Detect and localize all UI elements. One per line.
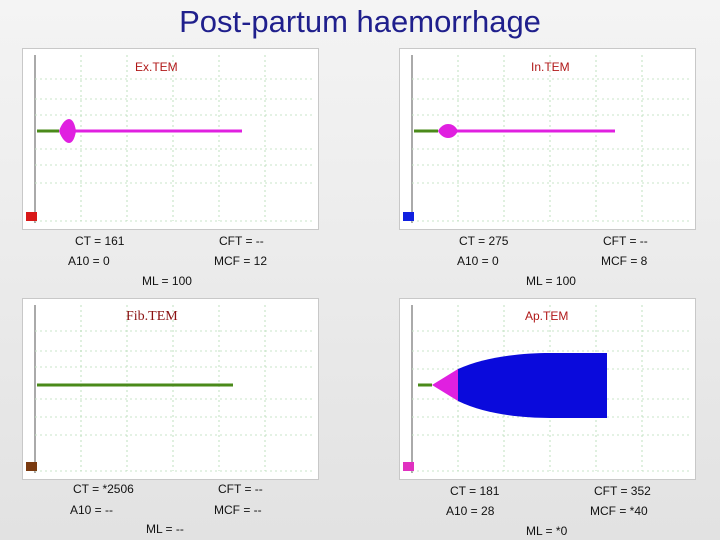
fibtem-panel: Fib.TEM	[22, 298, 319, 480]
extem-a10: A10 = 0	[68, 254, 110, 268]
fibtem-trace-chart	[26, 305, 315, 473]
extem-title: Ex.TEM	[135, 60, 178, 74]
intem-panel: In.TEM	[399, 48, 696, 230]
fibtem-mcf: MCF = --	[214, 503, 262, 517]
extem-channel-marker	[26, 212, 37, 221]
intem-channel-marker	[403, 212, 414, 221]
aptem-a10: A10 = 28	[446, 504, 495, 518]
extem-trace-chart	[26, 55, 315, 223]
slide-title: Post-partum haemorrhage	[179, 4, 541, 39]
aptem-mcf: MCF = *40	[590, 504, 648, 518]
aptem-channel-marker	[403, 462, 414, 471]
extem-cft: CFT = --	[219, 234, 264, 248]
fibtem-title: Fib.TEM	[126, 309, 178, 324]
extem-ct: CT = 161	[75, 234, 125, 248]
fibtem-cft: CFT = --	[218, 482, 263, 496]
aptem-panel: Ap.TEM	[399, 298, 696, 480]
aptem-ct: CT = 181	[450, 484, 500, 498]
intem-title: In.TEM	[531, 60, 570, 74]
intem-cft: CFT = --	[603, 234, 648, 248]
intem-mcf: MCF = 8	[601, 254, 648, 268]
fibtem-channel-marker	[26, 462, 37, 471]
fibtem-ml: ML = --	[146, 522, 184, 536]
intem-ct: CT = 275	[459, 234, 509, 248]
intem-ml: ML = 100	[526, 274, 576, 288]
extem-panel: Ex.TEM	[22, 48, 319, 230]
intem-trace-chart	[403, 55, 692, 223]
fibtem-a10: A10 = --	[70, 503, 114, 517]
aptem-cft: CFT = 352	[594, 484, 651, 498]
aptem-ml: ML = *0	[526, 524, 568, 538]
extem-mcf: MCF = 12	[214, 254, 268, 268]
aptem-trace-chart	[403, 305, 692, 473]
aptem-title: Ap.TEM	[525, 309, 569, 323]
intem-a10: A10 = 0	[457, 254, 499, 268]
fibtem-ct: CT = *2506	[73, 482, 134, 496]
extem-ml: ML = 100	[142, 274, 192, 288]
